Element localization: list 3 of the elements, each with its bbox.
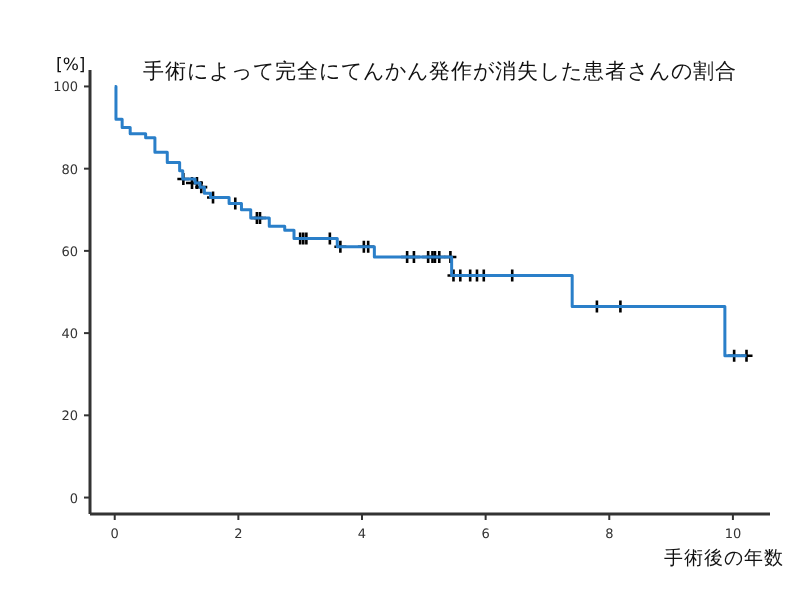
x-axis-title: 手術後の年数 — [664, 546, 784, 570]
y-axis-title: [%] — [56, 56, 86, 76]
chart-title: 手術によって完全にてんかん発作が消失した患者さんの割合 — [143, 58, 737, 84]
